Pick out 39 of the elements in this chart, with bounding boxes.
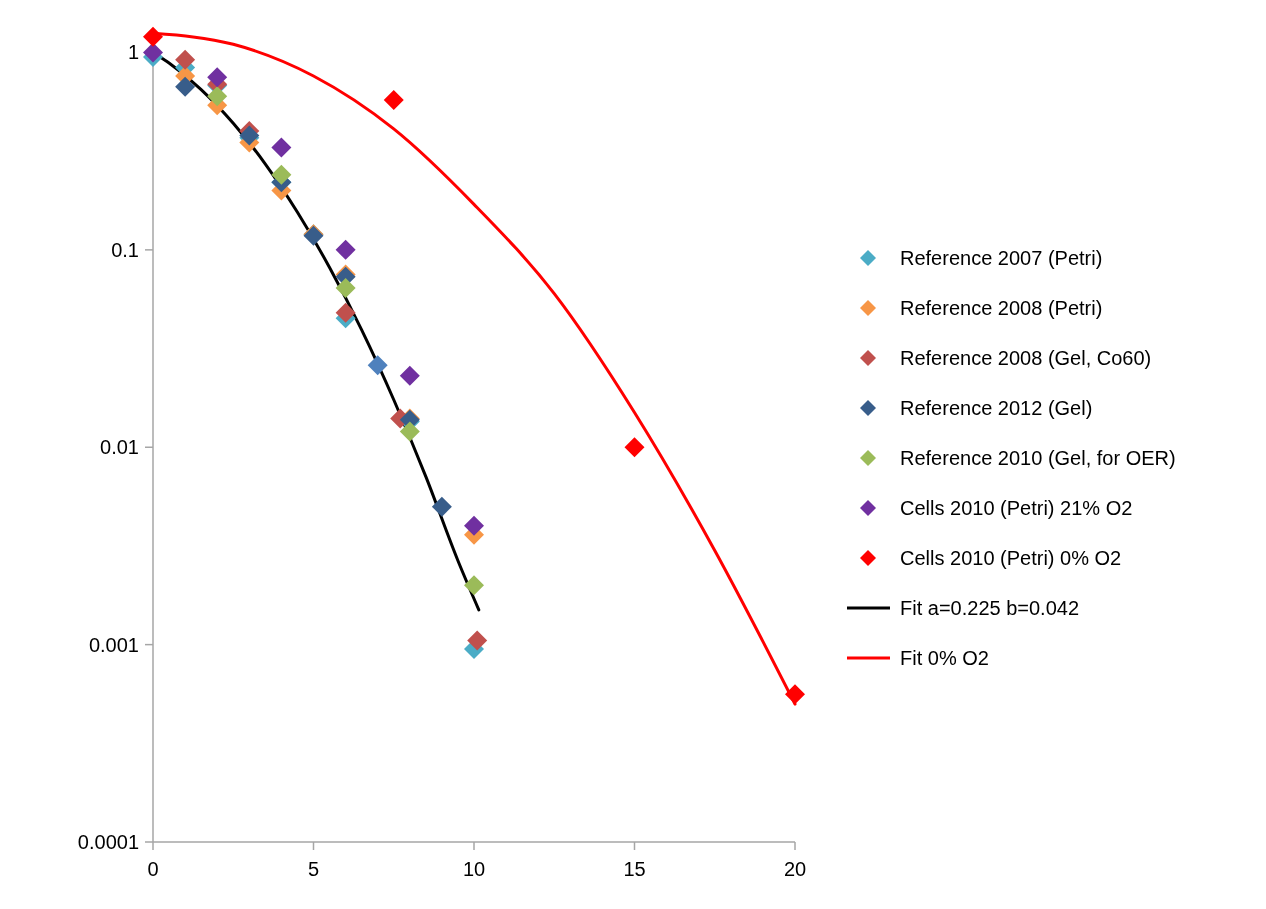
y-tick-label: 1	[127, 41, 139, 64]
x-tick-label: 10	[462, 858, 486, 880]
point	[399, 421, 420, 442]
point	[335, 278, 356, 299]
point	[431, 496, 452, 517]
legend-label: Reference 2008 (Gel, Co60)	[900, 347, 1152, 369]
point	[383, 89, 404, 110]
point	[399, 365, 420, 386]
point	[464, 515, 484, 536]
legend-label: Reference 2010 (Gel, for OER)	[900, 447, 1176, 469]
legend-label: Reference 2007 (Petri)	[900, 247, 1103, 269]
legend-label: Reference 2012 (Gel)	[900, 397, 1093, 419]
y-tick-label: 0.1	[111, 238, 139, 261]
point	[143, 26, 163, 47]
y-tick-label: 0.001	[88, 633, 139, 656]
point	[624, 437, 645, 458]
point	[207, 86, 228, 107]
point	[175, 76, 196, 97]
point	[785, 684, 805, 705]
x-tick-label: 20	[783, 858, 807, 880]
legend-label: Fit a=0.225 b=0.042	[900, 597, 1080, 619]
point	[464, 575, 484, 596]
point	[367, 355, 388, 376]
legend-label: Fit 0% O2	[900, 647, 989, 669]
x-tick-label: 15	[623, 858, 646, 880]
point	[175, 49, 196, 70]
point	[207, 67, 228, 88]
point	[467, 630, 488, 651]
legend-label: Cells 2010 (Petri) 0% O2	[900, 547, 1122, 569]
y-tick-label: 0.01	[100, 436, 139, 459]
x-tick-label: 0	[147, 858, 159, 880]
point	[271, 137, 292, 158]
legend-label: Reference 2008 (Petri)	[900, 297, 1103, 319]
point	[271, 164, 292, 185]
point	[335, 302, 356, 323]
x-tick-label: 5	[307, 858, 320, 880]
legend-label: Cells 2010 (Petri) 21% O2	[900, 497, 1133, 519]
point	[335, 239, 356, 260]
y-tick-label: 0.0001	[77, 831, 139, 853]
